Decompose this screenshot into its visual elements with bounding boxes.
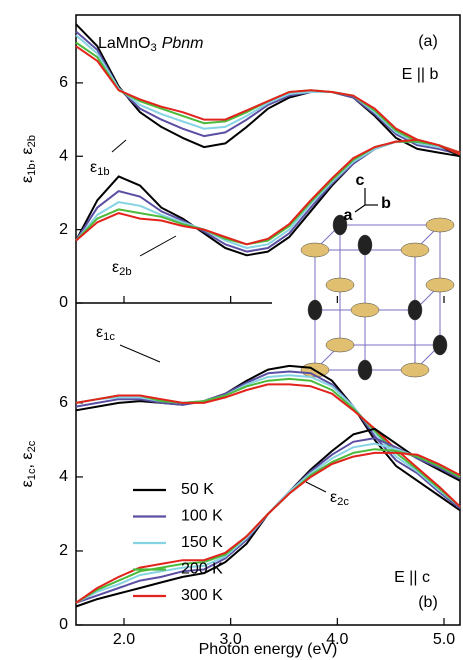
leader-line [111, 139, 127, 153]
y-tick-label: 0 [59, 294, 68, 311]
series-line [75, 383, 461, 508]
y-tick-label: 6 [59, 394, 68, 411]
curve-label: ε2b [112, 259, 132, 278]
inset-axis-label: c [356, 172, 365, 189]
series-line [75, 370, 461, 510]
legend-label: 300 K [181, 587, 223, 604]
x-tick-label: 4.0 [326, 631, 348, 648]
inset-axis-label: b [381, 195, 391, 212]
orbital [350, 302, 380, 318]
y-axis-label-part: 1b [26, 163, 38, 175]
series-line [75, 45, 461, 154]
y-tick-label: 0 [59, 616, 68, 633]
chart-title: LaMnO3 Pbnm [98, 35, 204, 54]
chart-title-part: 3 [150, 42, 156, 54]
orbital [357, 234, 373, 256]
legend-label: 50 K [181, 481, 214, 498]
leader-line [139, 235, 177, 257]
legend-label: 100 K [181, 508, 223, 525]
curve-label-part: ε [96, 324, 103, 341]
chart-title-part: LaMnO [98, 35, 150, 52]
chart-title-part: Pbnm [162, 35, 204, 52]
polarization-label: E || b [402, 66, 439, 83]
orbital [400, 362, 430, 378]
y-axis-label-part: , ε [19, 452, 36, 468]
y-tick-label: 2 [59, 221, 68, 238]
orbital [307, 299, 323, 321]
y-axis-label-part: 2c [26, 440, 38, 452]
curve-label-part: ε [112, 259, 119, 276]
plot-frame [75, 14, 461, 626]
y-axis-label: ε1c, ε2c [19, 440, 38, 487]
legend-label: 200 K [181, 561, 223, 578]
x-tick-label: 5.0 [433, 631, 455, 648]
inset-axes [354, 188, 378, 213]
x-tick-label: 3.0 [220, 631, 242, 648]
curve-label-part: 2c [337, 496, 349, 508]
orbital [432, 334, 448, 356]
axis-arrow [354, 204, 366, 213]
curve-label: ε2c [330, 489, 349, 508]
legend-label: 150 K [181, 534, 223, 551]
y-axis-label-part: ε [19, 176, 36, 183]
leader-line [305, 481, 327, 493]
series-line [75, 23, 461, 158]
series-line [75, 138, 461, 246]
orbital [425, 217, 455, 233]
y-axis-label-part: 2b [26, 135, 38, 147]
series-line [75, 140, 461, 253]
polarization-label: E || c [394, 569, 430, 586]
orbital [300, 242, 330, 258]
y-tick-label: 2 [59, 542, 68, 559]
y-tick-label: 6 [59, 74, 68, 91]
orbital [332, 214, 348, 236]
panel-label: (b) [418, 594, 438, 611]
series-line [75, 140, 461, 246]
series-line [75, 451, 461, 604]
y-axis-label-part: , ε [19, 147, 36, 163]
curve-label: ε1c [96, 324, 115, 343]
series-line [75, 34, 461, 154]
orbital [425, 277, 455, 293]
orbitals [300, 214, 455, 381]
y-axis-label-part: 1c [26, 468, 38, 480]
x-axis-label: Photon energy (eV) [199, 641, 338, 658]
inset-axis-label: a [344, 207, 353, 224]
series-line [75, 364, 461, 512]
orbital [407, 299, 423, 321]
orbital [400, 242, 430, 258]
y-axis-label-part: ε [19, 480, 36, 487]
series-line [75, 374, 461, 508]
curve-label-part: 1c [103, 331, 115, 343]
orbital [325, 277, 355, 293]
series-line [75, 30, 461, 156]
panel-label: (a) [418, 33, 438, 50]
curve-label-part: ε [330, 489, 337, 506]
orbital [357, 359, 373, 381]
curve-label-part: 2b [119, 266, 131, 278]
orbital [325, 337, 355, 353]
y-tick-label: 4 [59, 468, 68, 485]
curve-label-part: 1b [97, 166, 109, 178]
x-tick-label: 2.0 [113, 631, 135, 648]
curve-label: ε1b [90, 159, 110, 178]
y-tick-label: 4 [59, 147, 68, 164]
y-axis-label: ε1b, ε2b [19, 135, 38, 183]
curve-label-part: ε [90, 159, 97, 176]
leader-line [119, 344, 161, 363]
